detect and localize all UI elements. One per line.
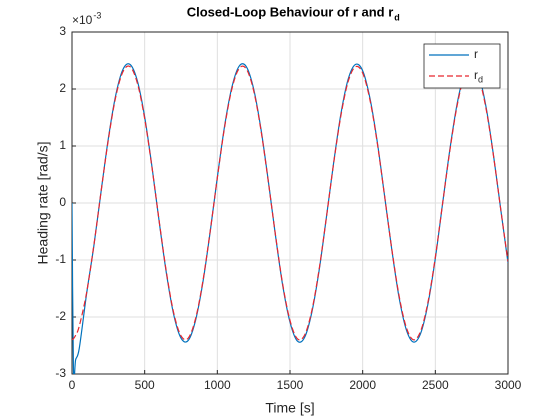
x-tick-label: 1000	[204, 378, 231, 392]
x-tick-label: 500	[135, 378, 155, 392]
legend-box	[423, 43, 501, 89]
y-exponent: -3	[93, 10, 101, 20]
x-tick-label: 2000	[349, 378, 376, 392]
y-multiplier: ×10	[72, 13, 93, 27]
chart-title: Closed-Loop Behaviour of r and r	[187, 4, 394, 19]
x-tick-label: 2500	[422, 378, 449, 392]
y-tick-label: 2	[59, 81, 66, 95]
x-tick-label: 0	[69, 378, 76, 392]
y-tick-label: 3	[59, 24, 66, 38]
y-tick-label: 0	[59, 195, 66, 209]
legend-label: r	[474, 68, 478, 82]
legend-subscript: d	[478, 74, 483, 84]
y-tick-label: -1	[55, 252, 66, 266]
y-axis-label: Heading rate [rad/s]	[35, 142, 51, 265]
x-tick-label: 3000	[495, 378, 522, 392]
y-tick-label: -2	[55, 309, 66, 323]
x-axis-label: Time [s]	[265, 400, 314, 416]
chart-title-subscript: d	[394, 12, 400, 22]
x-tick-label: 1500	[277, 378, 304, 392]
series-line	[72, 65, 508, 341]
y-tick-label: -3	[55, 366, 66, 380]
legend-label: r	[474, 47, 478, 61]
y-tick-label: 1	[59, 138, 66, 152]
